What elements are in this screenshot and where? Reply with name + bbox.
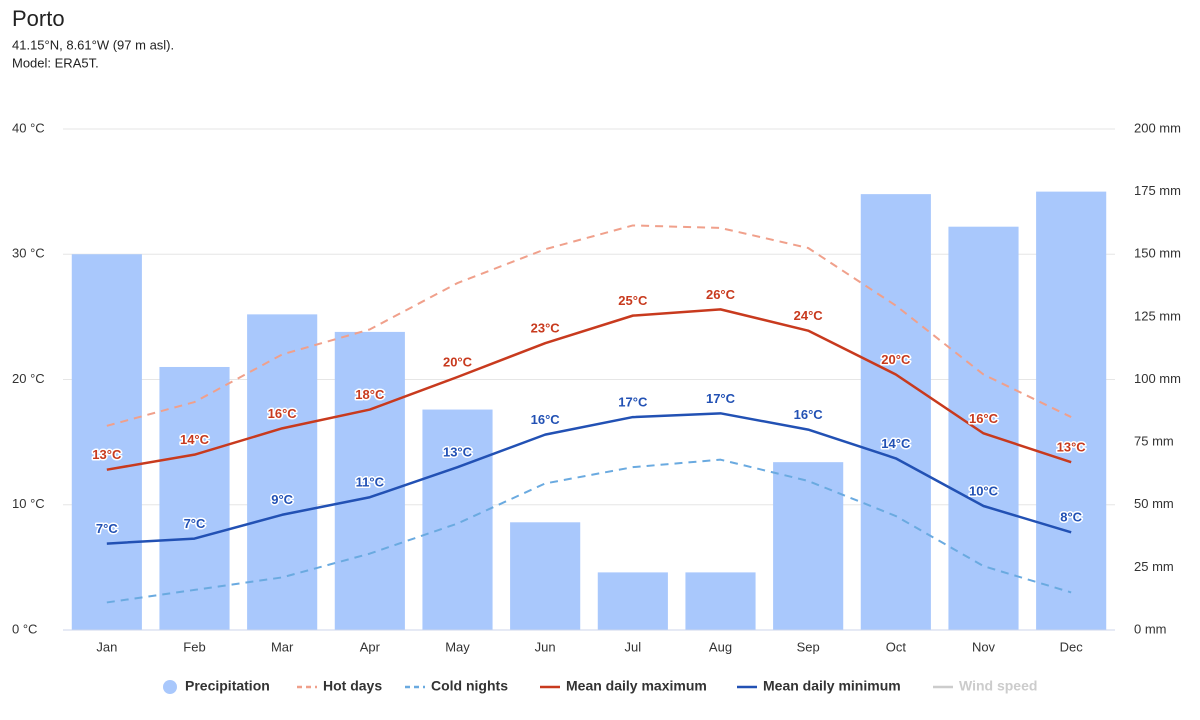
data-label: 16°C bbox=[794, 407, 824, 422]
line bbox=[106, 412, 1072, 545]
y2-tick-label: 125 mm bbox=[1134, 308, 1181, 323]
data-label: 9°C bbox=[271, 492, 293, 507]
y-tick-label: 30 °C bbox=[12, 246, 45, 261]
data-label: 26°C bbox=[706, 287, 736, 302]
x-tick-label: May bbox=[445, 639, 470, 654]
data-label: 13°C bbox=[443, 445, 473, 460]
bar bbox=[510, 522, 581, 630]
data-label: 14°C bbox=[881, 436, 911, 451]
data-label: 7°C bbox=[184, 516, 206, 531]
y-tick-label: 0 °C bbox=[12, 621, 37, 636]
data-label: 8°C bbox=[1060, 510, 1082, 525]
bar bbox=[597, 572, 668, 630]
data-label: 23°C bbox=[531, 321, 561, 336]
x-tick-label: Apr bbox=[360, 639, 381, 654]
subtitle: 41.15°N, 8.61°W (97 m asl). bbox=[12, 37, 174, 52]
bar bbox=[334, 331, 405, 630]
data-label: 11°C bbox=[356, 475, 385, 490]
y2-tick-label: 100 mm bbox=[1134, 371, 1181, 386]
bar bbox=[247, 314, 318, 630]
data-label: 25°C bbox=[618, 293, 648, 308]
y2-tick-label: 0 mm bbox=[1134, 621, 1167, 636]
bar bbox=[71, 254, 142, 630]
bar bbox=[860, 194, 931, 630]
y-tick-label: 20 °C bbox=[12, 371, 45, 386]
x-tick-label: Jan bbox=[96, 639, 117, 654]
y2-tick-label: 25 mm bbox=[1134, 559, 1174, 574]
line bbox=[106, 308, 1072, 471]
y-tick-label: 10 °C bbox=[12, 496, 45, 511]
data-label: 24°C bbox=[794, 308, 824, 323]
data-label: 17°C bbox=[618, 395, 648, 410]
legend-label: Mean daily maximum bbox=[566, 678, 707, 694]
y2-tick-label: 50 mm bbox=[1134, 496, 1174, 511]
bar bbox=[773, 462, 844, 630]
bar bbox=[948, 226, 1019, 630]
data-label: 7°C bbox=[96, 521, 118, 536]
x-tick-label: Jun bbox=[535, 639, 556, 654]
legend-label: Precipitation bbox=[185, 678, 270, 694]
x-tick-label: Aug bbox=[709, 639, 732, 654]
data-label: 13°C bbox=[92, 447, 122, 462]
y2-tick-label: 200 mm bbox=[1134, 120, 1181, 135]
data-label: 16°C bbox=[969, 411, 999, 426]
x-tick-label: Sep bbox=[797, 639, 820, 654]
chart-title: Porto bbox=[12, 6, 65, 31]
data-label: 17°C bbox=[706, 391, 736, 406]
data-label: 16°C bbox=[531, 412, 561, 427]
legend-label: Wind speed bbox=[959, 678, 1037, 694]
legend-label: Mean daily minimum bbox=[763, 678, 901, 694]
x-tick-label: Mar bbox=[271, 639, 294, 654]
data-label: 20°C bbox=[443, 354, 473, 369]
legend-label: Hot days bbox=[323, 678, 382, 694]
bar bbox=[685, 572, 756, 630]
legend-symbol bbox=[163, 680, 177, 694]
bar bbox=[1036, 191, 1107, 630]
data-label: 20°C bbox=[881, 352, 911, 367]
subtitle: Model: ERA5T. bbox=[12, 55, 99, 70]
bar bbox=[422, 409, 493, 630]
data-label: 14°C bbox=[180, 432, 210, 447]
data-label: 18°C bbox=[355, 387, 385, 402]
data-label: 10°C bbox=[969, 483, 999, 498]
y2-tick-label: 150 mm bbox=[1134, 246, 1181, 261]
line bbox=[106, 224, 1072, 427]
x-tick-label: Jul bbox=[625, 639, 642, 654]
x-tick-label: Dec bbox=[1060, 639, 1084, 654]
data-label: 16°C bbox=[268, 406, 298, 421]
x-tick-label: Oct bbox=[886, 639, 907, 654]
x-tick-label: Nov bbox=[972, 639, 996, 654]
y-tick-label: 40 °C bbox=[12, 120, 45, 135]
y2-tick-label: 175 mm bbox=[1134, 183, 1181, 198]
data-label: 13°C bbox=[1057, 440, 1087, 455]
y2-tick-label: 75 mm bbox=[1134, 434, 1174, 449]
x-tick-label: Feb bbox=[183, 639, 205, 654]
legend-label: Cold nights bbox=[431, 678, 508, 694]
